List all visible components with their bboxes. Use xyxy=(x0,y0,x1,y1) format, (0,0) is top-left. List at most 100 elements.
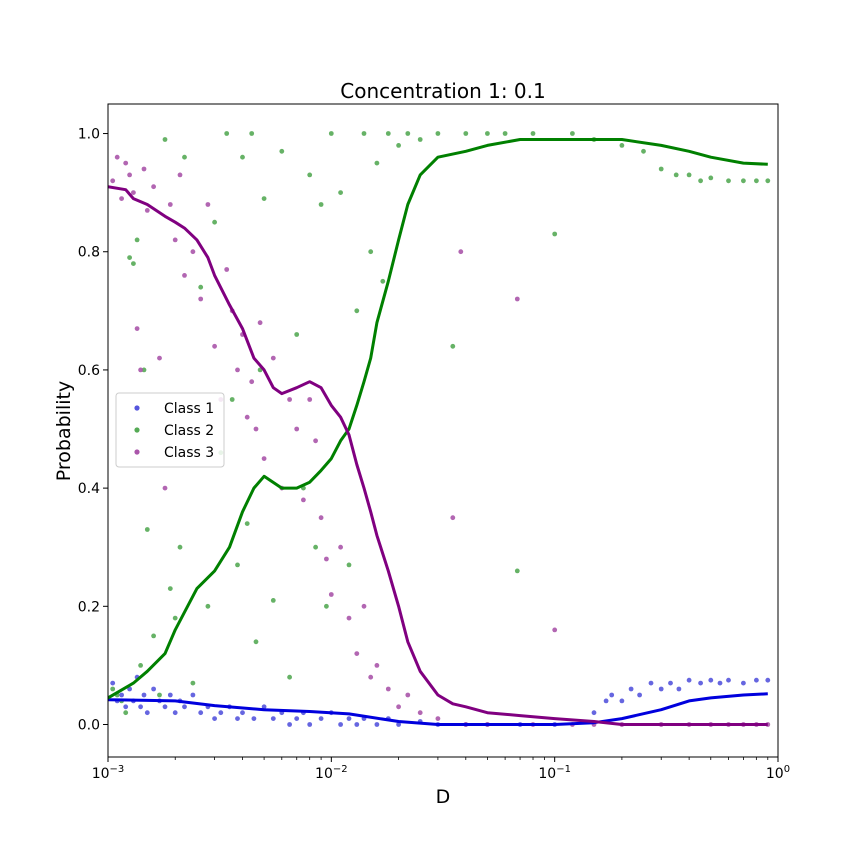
scatter-point xyxy=(224,267,230,272)
scatter-point xyxy=(131,190,136,196)
scatter-point xyxy=(530,131,536,136)
scatter-point xyxy=(698,680,703,686)
scatter-point xyxy=(676,686,682,692)
scatter-point xyxy=(698,178,703,184)
scatter-point xyxy=(270,598,276,603)
scatter-point xyxy=(127,172,132,178)
scatter-point xyxy=(458,249,464,255)
scatter-point xyxy=(374,722,380,727)
scatter-point xyxy=(205,202,211,207)
scatter-point xyxy=(385,686,391,692)
scatter-point xyxy=(741,680,746,686)
scatter-point xyxy=(307,722,313,727)
scatter-point xyxy=(354,651,360,656)
scatter-point xyxy=(307,172,313,178)
scatter-point xyxy=(110,686,116,692)
scatter-point xyxy=(754,677,759,683)
scatter-point xyxy=(435,716,441,721)
x-tick-label: 100 xyxy=(766,764,790,782)
scatter-point xyxy=(177,172,183,178)
scatter-point xyxy=(708,175,714,181)
scatter-point xyxy=(229,397,235,402)
scatter-point xyxy=(134,237,140,243)
scatter-point xyxy=(637,692,642,698)
scatter-point xyxy=(244,414,250,420)
scatter-point xyxy=(123,710,129,716)
scatter-point xyxy=(591,710,597,716)
scatter-point xyxy=(167,586,173,591)
scatter-point xyxy=(249,131,255,136)
scatter-point xyxy=(167,692,173,698)
scatter-point xyxy=(450,343,456,349)
scatter-point xyxy=(765,178,771,184)
scatter-point xyxy=(270,716,276,721)
scatter-point xyxy=(251,716,257,721)
scatter-point xyxy=(313,544,318,550)
scatter-point xyxy=(294,426,300,432)
y-tick-label: 0.2 xyxy=(78,599,100,615)
scatter-point xyxy=(110,680,116,686)
scatter-point xyxy=(198,296,204,302)
legend-label: Class 2 xyxy=(164,423,214,439)
scatter-point xyxy=(354,722,360,727)
scatter-point xyxy=(294,332,300,337)
scatter-point xyxy=(686,172,692,178)
scatter-point xyxy=(270,355,276,361)
scatter-point xyxy=(374,663,380,668)
scatter-point xyxy=(708,677,714,683)
scatter-point xyxy=(205,603,211,609)
scatter-point xyxy=(253,639,259,645)
scatter-point xyxy=(619,143,625,148)
scatter-point xyxy=(157,355,162,361)
axes-frame xyxy=(107,103,779,758)
legend: Class 1 Class 2 Class 3 xyxy=(115,392,225,468)
scatter-point xyxy=(119,196,124,202)
scatter-point xyxy=(138,704,144,710)
scatter-point xyxy=(218,710,224,716)
legend-label: Class 1 xyxy=(164,401,214,417)
scatter-point xyxy=(648,680,654,686)
scatter-point xyxy=(244,521,250,526)
scatter-point xyxy=(552,231,558,237)
scatter-point xyxy=(741,178,746,184)
scatter-point xyxy=(138,367,144,373)
scatter-point xyxy=(198,284,204,290)
scatter-point xyxy=(405,692,411,698)
scatter-point xyxy=(141,692,147,698)
scatter-point xyxy=(257,320,263,326)
scatter-point xyxy=(151,686,157,692)
scatter-point xyxy=(172,237,178,243)
scatter-point xyxy=(463,131,469,136)
scatter-point xyxy=(514,568,520,574)
scatter-point xyxy=(190,692,196,698)
scatter-point xyxy=(287,722,292,727)
scatter-point xyxy=(224,131,230,136)
scatter-point xyxy=(212,219,218,225)
curve-line-3 xyxy=(108,185,768,726)
scatter-point xyxy=(338,190,343,196)
scatter-point xyxy=(261,456,267,461)
scatter-point xyxy=(668,680,673,686)
y-tick-label: 1.0 xyxy=(78,127,100,143)
scatter-point xyxy=(658,166,664,172)
scatter-point xyxy=(396,704,401,710)
scatter-point xyxy=(726,178,731,184)
scatter-point xyxy=(240,154,245,160)
scatter-point xyxy=(172,615,178,621)
scatter-point xyxy=(190,249,196,255)
legend-label: Class 3 xyxy=(164,445,214,461)
scatter-point xyxy=(313,438,318,444)
scatter-point xyxy=(318,716,324,721)
scatter-point xyxy=(261,704,267,710)
chart-title: Concentration 1: 0.1 xyxy=(340,79,545,103)
scatter-point xyxy=(396,143,401,148)
scatter-point xyxy=(368,674,374,680)
scatter-point xyxy=(294,716,300,721)
scatter-point xyxy=(144,527,150,532)
curve-line-2 xyxy=(108,138,768,700)
curve-line-1 xyxy=(108,692,768,726)
scatter-point xyxy=(287,397,292,402)
scatter-point xyxy=(717,680,723,686)
scatter-point xyxy=(361,603,367,609)
